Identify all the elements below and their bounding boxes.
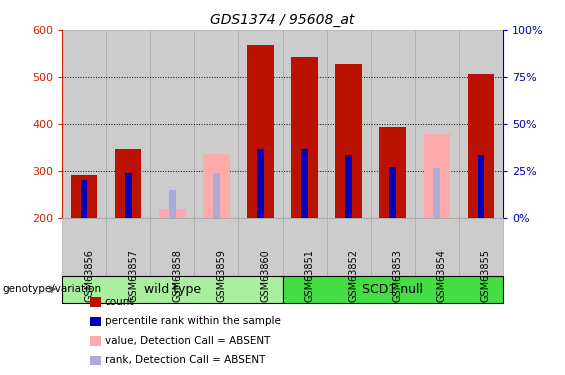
Text: GSM63856: GSM63856 xyxy=(84,249,94,302)
Text: SCD1 null: SCD1 null xyxy=(362,283,423,296)
Text: GSM63860: GSM63860 xyxy=(260,249,271,302)
Bar xyxy=(415,30,459,217)
Text: GSM63854: GSM63854 xyxy=(437,249,447,302)
Bar xyxy=(380,127,406,218)
Bar xyxy=(115,148,141,217)
Text: GSM63855: GSM63855 xyxy=(481,249,491,303)
Text: rank, Detection Call = ABSENT: rank, Detection Call = ABSENT xyxy=(105,356,265,365)
Bar xyxy=(257,148,264,217)
Text: GSM63851: GSM63851 xyxy=(305,249,315,302)
Text: genotype/variation: genotype/variation xyxy=(3,284,102,294)
Text: percentile rank within the sample: percentile rank within the sample xyxy=(105,316,280,326)
Text: count: count xyxy=(105,297,134,307)
Bar xyxy=(468,74,494,217)
Bar xyxy=(433,168,440,217)
Bar xyxy=(389,167,396,217)
Bar xyxy=(292,57,318,217)
Bar xyxy=(203,154,229,218)
Text: wild type: wild type xyxy=(144,283,201,296)
Bar xyxy=(169,190,176,217)
Bar xyxy=(81,180,88,218)
Bar xyxy=(213,173,220,217)
Bar xyxy=(71,176,97,217)
Bar xyxy=(459,30,503,217)
Text: GSM63853: GSM63853 xyxy=(393,249,403,302)
Bar xyxy=(345,155,352,218)
Text: GSM63852: GSM63852 xyxy=(349,249,359,303)
Bar xyxy=(238,30,282,217)
Bar xyxy=(62,30,106,217)
Bar xyxy=(477,155,484,218)
Bar xyxy=(106,30,150,217)
Bar xyxy=(247,45,273,218)
Bar xyxy=(327,30,371,217)
Bar xyxy=(282,30,327,217)
Text: GDS1374 / 95608_at: GDS1374 / 95608_at xyxy=(210,13,355,27)
Text: GSM63857: GSM63857 xyxy=(128,249,138,303)
Text: GSM63858: GSM63858 xyxy=(172,249,182,302)
Bar xyxy=(336,64,362,217)
Bar xyxy=(125,173,132,217)
Bar xyxy=(194,30,238,217)
Bar xyxy=(424,134,450,218)
Bar xyxy=(150,30,194,217)
Bar xyxy=(301,148,308,217)
Text: value, Detection Call = ABSENT: value, Detection Call = ABSENT xyxy=(105,336,270,346)
Bar xyxy=(159,209,185,218)
Bar xyxy=(371,30,415,217)
Text: GSM63859: GSM63859 xyxy=(216,249,227,302)
